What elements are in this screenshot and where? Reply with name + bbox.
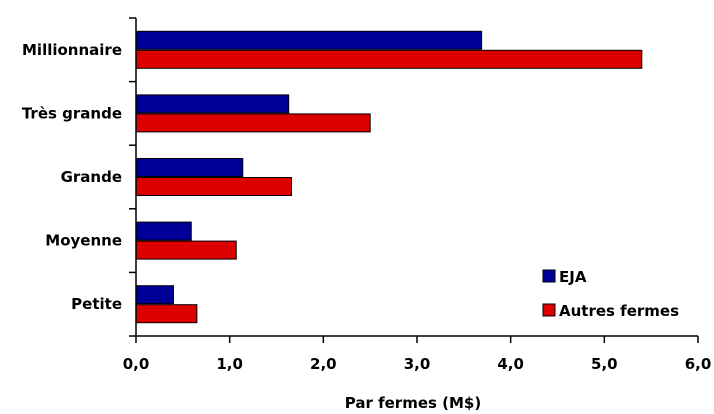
legend-label: Autres fermes <box>559 302 679 320</box>
bar-autres-fermes-4 <box>135 304 198 324</box>
legend-swatch-autres-fermes <box>542 303 556 317</box>
x-tick-label: 3,0 <box>404 355 431 373</box>
x-tick-label: 5,0 <box>591 355 618 373</box>
bar-autres-fermes-3 <box>135 240 237 260</box>
legend: EJA Autres fermes <box>542 268 679 320</box>
x-axis-title: Par fermes (M$) <box>345 394 481 412</box>
bar-eja-2 <box>135 158 244 177</box>
bar-eja-0 <box>135 30 483 50</box>
category-label: Petite <box>71 295 122 313</box>
bar-eja-4 <box>135 285 174 305</box>
y-axis-ticks <box>129 17 136 337</box>
category-labels: Millionnaire Très grande Grande Moyenne Peti… <box>22 41 122 313</box>
category-label: Millionnaire <box>22 41 122 59</box>
bar-autres-fermes-0 <box>135 49 643 69</box>
category-label: Moyenne <box>45 232 122 250</box>
x-tick-label: 1,0 <box>216 355 243 373</box>
x-axis-ticks <box>135 336 699 343</box>
bar-eja-3 <box>135 221 192 241</box>
x-tick-label: 6,0 <box>685 355 712 373</box>
legend-swatch-eja <box>542 269 556 283</box>
x-tick-label: 0,0 <box>123 355 150 373</box>
category-label: Grande <box>61 168 122 186</box>
x-tick-labels: 0,0 1,0 2,0 3,0 4,0 5,0 6,0 <box>123 355 712 373</box>
bar-autres-fermes-1 <box>135 113 371 133</box>
x-tick-label: 4,0 <box>497 355 524 373</box>
x-tick-label: 2,0 <box>310 355 337 373</box>
legend-label: EJA <box>559 268 587 286</box>
bar-autres-fermes-2 <box>135 177 292 196</box>
category-label: Très grande <box>22 104 122 122</box>
bar-eja-1 <box>135 94 290 114</box>
